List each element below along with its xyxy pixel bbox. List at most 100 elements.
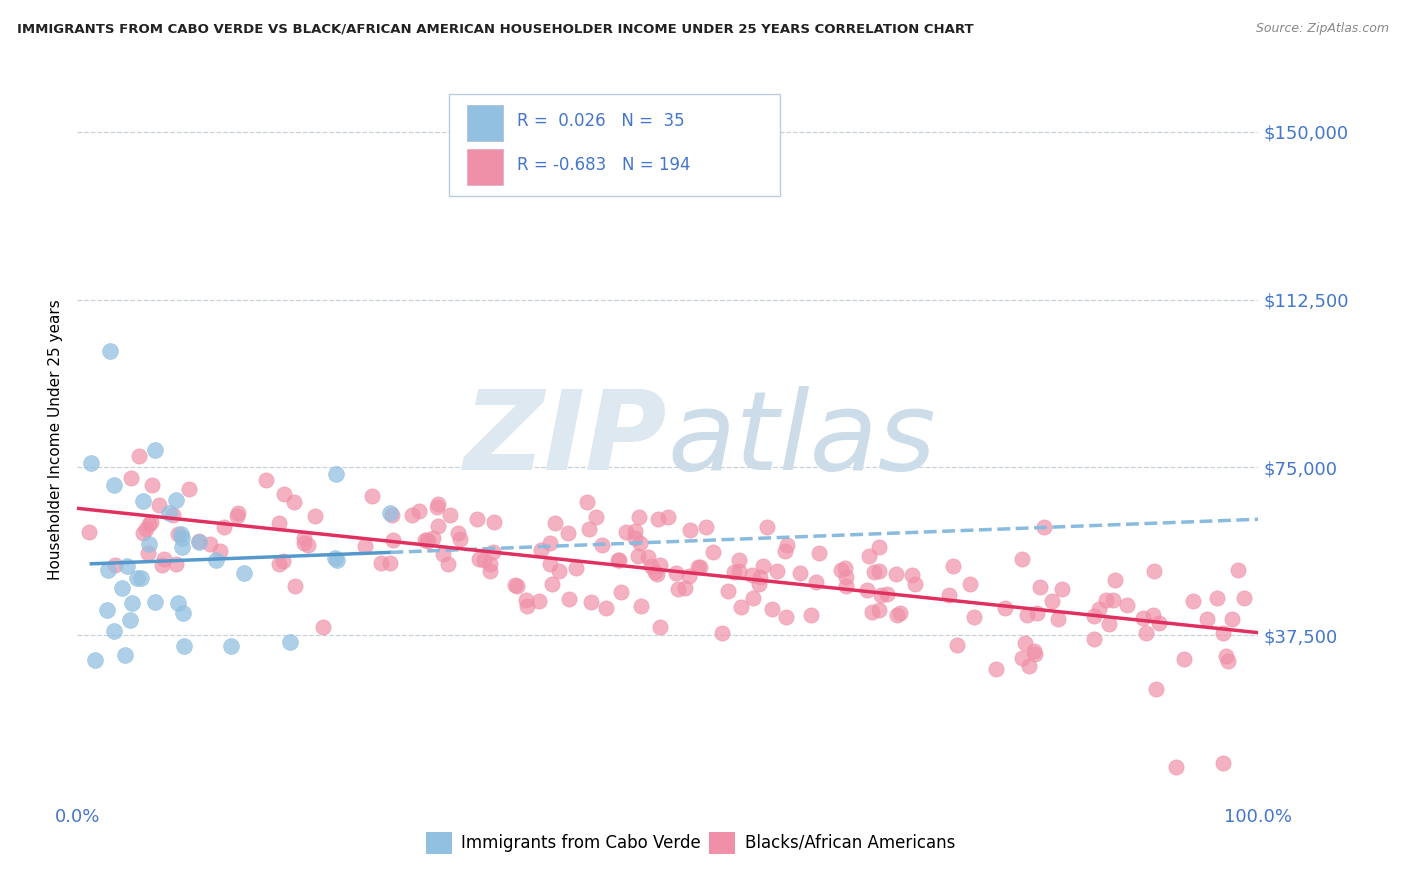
Point bbox=[804, 575, 827, 590]
Point bbox=[284, 579, 307, 593]
Point bbox=[439, 508, 461, 523]
Point bbox=[128, 449, 150, 463]
Point bbox=[1101, 593, 1123, 607]
Point bbox=[84, 653, 107, 667]
Point bbox=[472, 553, 495, 567]
Point bbox=[100, 343, 122, 358]
Point bbox=[557, 525, 579, 540]
Point bbox=[1015, 607, 1038, 622]
Point bbox=[741, 568, 763, 582]
Point bbox=[380, 506, 402, 520]
Point bbox=[728, 565, 751, 579]
Point bbox=[800, 607, 823, 622]
Point bbox=[702, 544, 724, 558]
Point bbox=[138, 545, 160, 559]
Point bbox=[868, 564, 890, 578]
Point bbox=[530, 543, 553, 558]
Point bbox=[408, 503, 430, 517]
Point bbox=[135, 522, 157, 536]
Text: Blacks/African Americans: Blacks/African Americans bbox=[745, 834, 955, 852]
Point bbox=[624, 524, 647, 539]
Point bbox=[1022, 644, 1045, 658]
Point bbox=[1216, 654, 1239, 668]
Point bbox=[686, 560, 709, 574]
Point bbox=[172, 606, 194, 620]
Point bbox=[132, 525, 155, 540]
Point bbox=[1147, 615, 1170, 630]
Point bbox=[312, 619, 335, 633]
Text: Source: ZipAtlas.com: Source: ZipAtlas.com bbox=[1256, 22, 1389, 36]
Point bbox=[323, 550, 346, 565]
Point bbox=[153, 551, 176, 566]
Point bbox=[79, 525, 101, 540]
Point bbox=[946, 638, 969, 652]
Point bbox=[710, 625, 733, 640]
Point bbox=[157, 506, 180, 520]
Point bbox=[1026, 606, 1049, 620]
Point bbox=[447, 526, 470, 541]
Point bbox=[1083, 608, 1105, 623]
Point bbox=[835, 570, 858, 584]
Point bbox=[695, 520, 717, 534]
Point bbox=[595, 600, 617, 615]
Point bbox=[114, 648, 136, 662]
Point bbox=[325, 467, 347, 482]
Point bbox=[103, 478, 125, 492]
Point bbox=[868, 603, 890, 617]
Point bbox=[1195, 612, 1218, 626]
Point bbox=[139, 515, 162, 529]
Point bbox=[538, 557, 561, 571]
Text: R =  0.026   N =  35: R = 0.026 N = 35 bbox=[516, 112, 685, 130]
Point bbox=[648, 619, 671, 633]
Point bbox=[789, 566, 811, 580]
Point bbox=[177, 483, 200, 497]
Point bbox=[766, 564, 789, 578]
Point bbox=[465, 512, 488, 526]
Point bbox=[579, 595, 602, 609]
Point bbox=[1132, 611, 1154, 625]
Point bbox=[170, 540, 193, 554]
Point bbox=[205, 553, 228, 567]
Bar bbox=[426, 832, 451, 854]
Point bbox=[254, 474, 277, 488]
Point bbox=[1135, 625, 1157, 640]
Point bbox=[1047, 612, 1070, 626]
Point bbox=[381, 533, 404, 547]
Point bbox=[1116, 598, 1139, 612]
Point bbox=[716, 583, 738, 598]
Point bbox=[80, 456, 103, 470]
Point bbox=[1181, 594, 1204, 608]
Point bbox=[118, 613, 141, 627]
Point bbox=[627, 549, 650, 564]
Point bbox=[172, 531, 194, 545]
Point bbox=[481, 544, 503, 558]
Point bbox=[678, 523, 700, 537]
Point bbox=[610, 585, 633, 599]
Point bbox=[1094, 593, 1116, 607]
Point bbox=[427, 497, 450, 511]
Point bbox=[219, 639, 242, 653]
Point bbox=[150, 558, 173, 572]
Point bbox=[565, 561, 588, 575]
Point bbox=[267, 516, 290, 530]
Point bbox=[889, 606, 911, 620]
Point bbox=[226, 508, 249, 523]
Point bbox=[627, 509, 650, 524]
Point bbox=[422, 531, 444, 545]
Point bbox=[1142, 608, 1164, 623]
Point bbox=[381, 508, 404, 523]
Point bbox=[432, 547, 454, 561]
Point bbox=[103, 624, 125, 639]
Bar bbox=[467, 105, 502, 141]
Point bbox=[226, 506, 249, 520]
Point bbox=[141, 478, 163, 492]
Point bbox=[380, 557, 402, 571]
Point bbox=[233, 566, 256, 580]
Point bbox=[645, 567, 668, 582]
Point bbox=[1144, 681, 1167, 696]
Point bbox=[673, 581, 696, 595]
Point bbox=[426, 500, 449, 515]
Point bbox=[994, 600, 1017, 615]
Point bbox=[121, 596, 143, 610]
Y-axis label: Householder Income Under 25 years: Householder Income Under 25 years bbox=[48, 299, 63, 580]
